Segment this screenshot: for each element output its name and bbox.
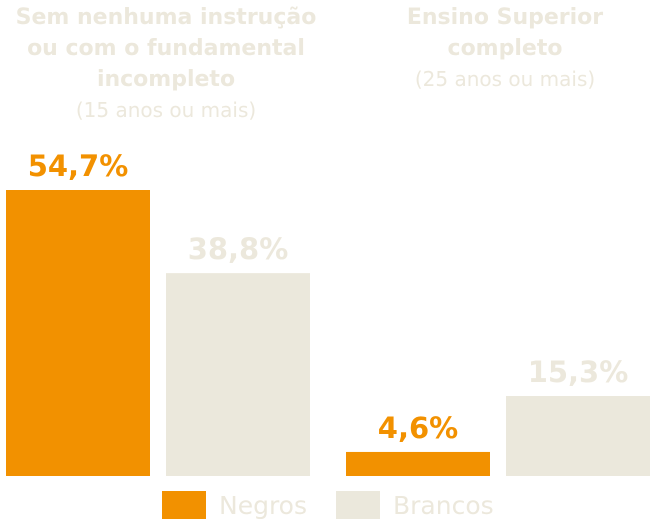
legend: Negros Brancos [162, 491, 494, 520]
value-label: 54,7% [28, 149, 129, 183]
value-labels: 54,7% 4,6% 38,8% 15,3% [28, 149, 629, 445]
category-titles: Sem nenhuma instrução ou com o fundamenta… [16, 5, 604, 122]
category-title-line: completo [448, 36, 563, 61]
value-label: 4,6% [378, 411, 458, 445]
bar-brancos [506, 396, 650, 476]
bar-negros [346, 451, 490, 476]
bars-group [6, 190, 650, 476]
category-title-line: ou com o fundamental [27, 36, 305, 61]
category-subtitle: (25 anos ou mais) [415, 67, 595, 91]
bar-negros [6, 190, 150, 476]
value-label: 38,8% [188, 232, 289, 266]
category-title-line: incompleto [97, 67, 235, 92]
bar-brancos [166, 273, 310, 476]
legend-label: Negros [219, 491, 307, 520]
category-subtitle: (15 anos ou mais) [76, 98, 256, 122]
value-label: 15,3% [528, 355, 629, 389]
legend-label: Brancos [393, 491, 494, 520]
legend-swatch [336, 491, 380, 519]
legend-swatch [162, 491, 206, 519]
category-title-line: Sem nenhuma instrução [16, 5, 317, 30]
category-title-line: Ensino Superior [407, 5, 603, 30]
